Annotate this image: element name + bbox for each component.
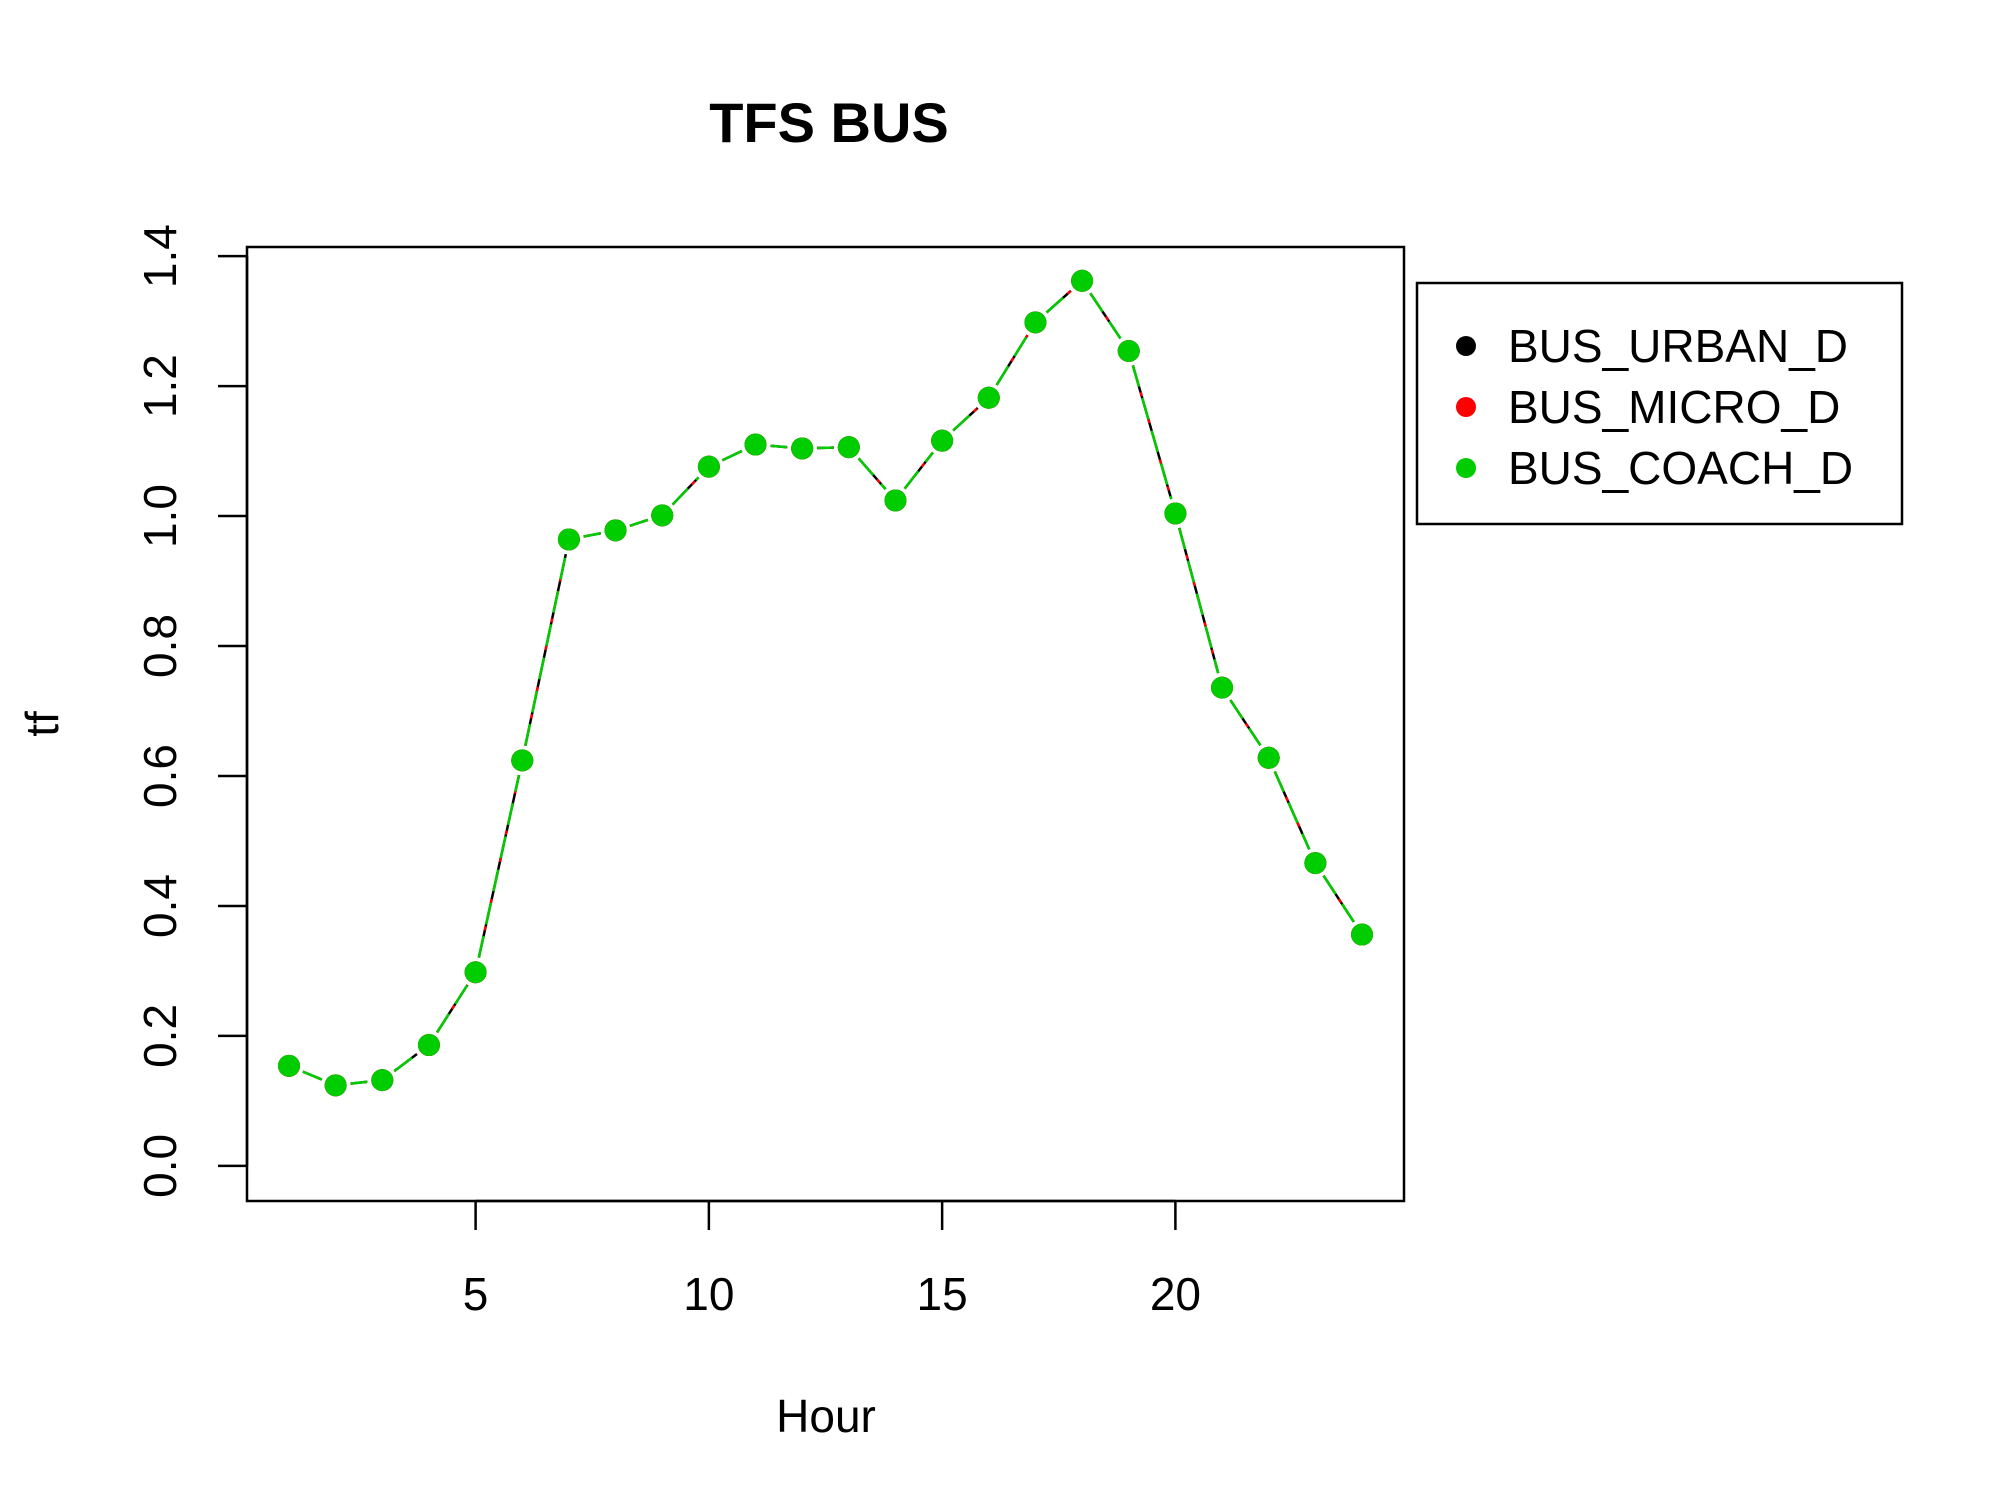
x-tick-label: 20: [1150, 1268, 1201, 1320]
y-tick-label: 0.6: [134, 744, 186, 808]
data-point: [1211, 676, 1234, 699]
legend-label: BUS_COACH_D: [1508, 442, 1853, 494]
series-segment: [629, 518, 649, 527]
y-tick-label: 0.8: [134, 614, 186, 678]
series-segment: [995, 334, 1029, 386]
series-bus-urban-d: [277, 269, 1374, 1097]
series-segment: [770, 444, 788, 449]
y-tick-label: 1.4: [134, 224, 186, 288]
legend-box: [1415, 281, 1904, 526]
y-tick-label: 0.0: [134, 1134, 186, 1198]
data-point: [511, 749, 534, 772]
data-point: [1024, 311, 1047, 334]
legend-entries: BUS_URBAN_D BUS_MICRO_D BUS_COACH_D: [1456, 320, 1853, 494]
data-point: [324, 1074, 347, 1097]
data-point: [1351, 923, 1374, 946]
series-bus-coach-d: [277, 269, 1374, 1097]
y-tick-label: 0.4: [134, 874, 186, 938]
series-segment: [903, 451, 934, 490]
data-point: [604, 519, 627, 542]
data-point: [697, 455, 720, 478]
data-point: [977, 386, 1000, 409]
series-segment: [350, 1080, 368, 1085]
series-segment: [477, 774, 521, 958]
series-segment: [671, 476, 700, 506]
chart-title: TFS BUS: [709, 91, 949, 154]
series-segment: [857, 457, 887, 490]
series-segment: [583, 531, 602, 538]
legend-marker: [1456, 458, 1476, 478]
data-point: [1164, 502, 1187, 525]
series-bus-micro-d: [277, 269, 1374, 1097]
series-segment: [1273, 771, 1311, 850]
series-segment: [1229, 699, 1262, 746]
data-point: [791, 437, 814, 460]
x-tick-label: 15: [917, 1268, 968, 1320]
x-axis-label: Hour: [776, 1390, 876, 1442]
data-point: [1304, 852, 1327, 875]
data-point: [1257, 746, 1280, 769]
data-point: [1117, 339, 1140, 362]
series-layer: [277, 269, 1374, 1097]
series-segment: [1089, 292, 1122, 340]
data-point: [651, 504, 674, 527]
series-segment: [995, 334, 1029, 386]
y-tick-label: 1.2: [134, 354, 186, 418]
y-axis: 0.0 0.2 0.4 0.6 0.8 1.0 1.2 1.4: [134, 224, 249, 1198]
legend-label: BUS_MICRO_D: [1508, 381, 1840, 433]
plot-frame: [245, 245, 1406, 1203]
legend-label: BUS_URBAN_D: [1508, 320, 1848, 372]
series-segment: [524, 553, 568, 746]
series-segment: [393, 1053, 418, 1073]
x-tick-label: 10: [683, 1268, 734, 1320]
series-segment: [435, 984, 469, 1034]
x-axis: 5 10 15 20: [463, 1199, 1201, 1320]
series-segment: [721, 449, 743, 462]
y-axis-label: tf: [16, 711, 68, 737]
data-point: [837, 436, 860, 459]
data-point: [417, 1034, 440, 1057]
data-point: [884, 489, 907, 512]
legend-marker: [1456, 397, 1476, 417]
data-point: [931, 429, 954, 452]
y-tick-label: 1.0: [134, 484, 186, 548]
x-tick-label: 5: [463, 1268, 489, 1320]
data-point: [371, 1069, 394, 1092]
y-tick-label: 0.2: [134, 1004, 186, 1068]
series-segment: [1045, 289, 1072, 314]
series-segment: [1322, 874, 1355, 923]
legend-marker: [1456, 336, 1476, 356]
series-segment: [671, 476, 700, 506]
data-point: [744, 433, 767, 456]
series-segment: [952, 407, 979, 432]
data-point: [557, 528, 580, 551]
data-point: [1071, 269, 1094, 292]
data-point: [277, 1054, 300, 1077]
series-segment: [1178, 527, 1220, 674]
series-segment: [435, 984, 469, 1034]
series-segment: [1131, 365, 1173, 500]
data-point: [464, 961, 487, 984]
legend: BUS_URBAN_D BUS_MICRO_D BUS_COACH_D: [1415, 281, 1904, 526]
series-segment: [302, 1070, 323, 1081]
